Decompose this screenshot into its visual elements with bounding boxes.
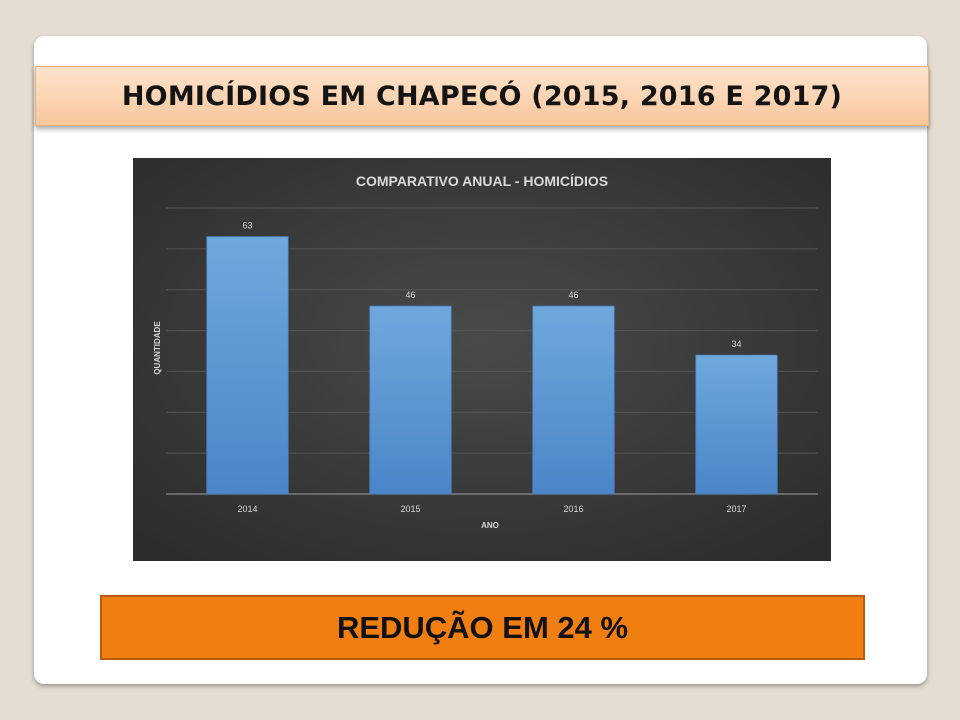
data-label-2016: 46 bbox=[568, 290, 578, 300]
x-axis-label: ANO bbox=[481, 521, 499, 530]
x-tick-label-2017: 2017 bbox=[726, 504, 746, 514]
chart-svg: 63 2014 46 2015 46 2016 34 2017 COMPARATIVO ANU… bbox=[133, 158, 831, 561]
bar-2014 bbox=[206, 236, 289, 495]
x-tick-label-2016: 2016 bbox=[563, 504, 583, 514]
data-label-2014: 63 bbox=[242, 221, 252, 231]
bar-2016 bbox=[532, 305, 615, 495]
chart-title: COMPARATIVO ANUAL - HOMICÍDIOS bbox=[356, 173, 608, 189]
y-axis-label: QUANTIDADE bbox=[153, 321, 162, 375]
data-label-2015: 46 bbox=[405, 290, 415, 300]
x-tick-label-2015: 2015 bbox=[400, 504, 420, 514]
slide-title-banner: HOMICÍDIOS EM CHAPECÓ (2015, 2016 E 2017… bbox=[35, 66, 929, 126]
reduction-label: REDUÇÃO EM 24 % bbox=[336, 609, 629, 645]
reduction-banner: REDUÇÃO EM 24 % bbox=[100, 595, 865, 660]
data-label-2017: 34 bbox=[731, 339, 741, 349]
slide-title: HOMICÍDIOS EM CHAPECÓ (2015, 2016 E 2017… bbox=[121, 80, 843, 112]
bar-2017 bbox=[695, 354, 778, 495]
bar-2015 bbox=[369, 305, 452, 495]
bar-chart: 63 2014 46 2015 46 2016 34 2017 COMPARATIVO ANU… bbox=[133, 158, 831, 561]
x-tick-label-2014: 2014 bbox=[237, 504, 257, 514]
